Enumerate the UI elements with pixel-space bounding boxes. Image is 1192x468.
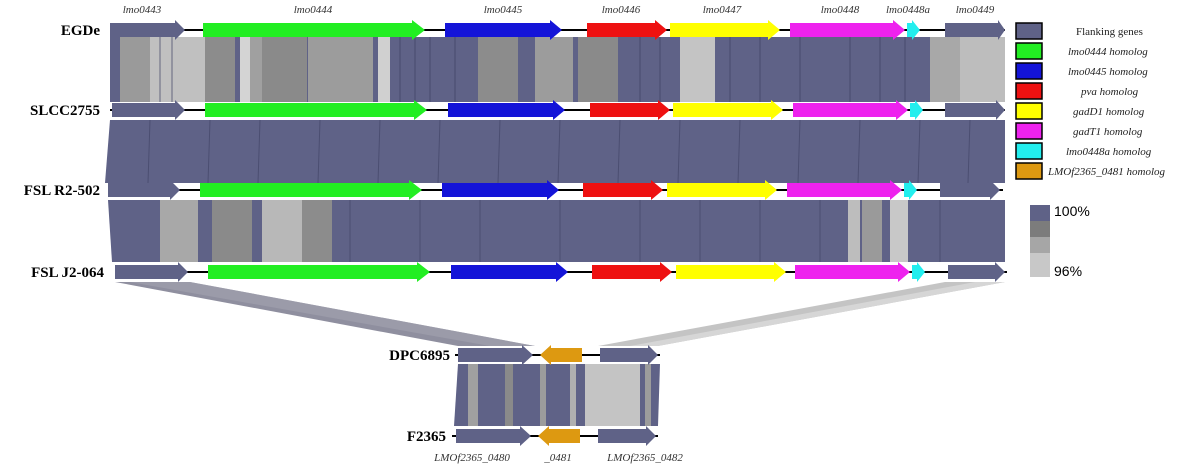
legend-swatch-pva xyxy=(1015,82,1043,100)
gene-label: lmo0443 xyxy=(123,4,162,16)
scale-step xyxy=(1030,221,1050,237)
genome-label-f2365: F2365 xyxy=(407,429,446,445)
legend-label: pva homolog xyxy=(1080,86,1139,98)
legend-label: gadT1 homolog xyxy=(1073,126,1143,138)
scale-min-label: 96% xyxy=(1054,263,1082,279)
genome-track-f2365 xyxy=(452,426,658,446)
similarity-band-fslj2064-dpc6895 xyxy=(115,282,1005,346)
legend: Flanking genes lmo0444 homolog lmo0445 h… xyxy=(1015,22,1166,180)
identity-scale: 100% 96% xyxy=(1030,203,1090,279)
scale-step xyxy=(1030,253,1050,277)
similarity-band-fslr2502-fslj2064 xyxy=(108,200,1005,262)
similarity-band-slcc2755-fslr2502 xyxy=(105,119,1005,184)
gene-label: lmo0444 xyxy=(294,4,333,16)
gene-label: lmo0446 xyxy=(602,4,641,16)
gene-lmo0443 xyxy=(110,20,185,40)
gene-label: lmo0445 xyxy=(484,4,523,16)
gene-lmo0448 xyxy=(790,20,905,40)
scale-step xyxy=(1030,237,1050,253)
legend-swatch-gadt1 xyxy=(1015,122,1043,140)
genome-track-egde xyxy=(110,20,1005,40)
gene-label: _0481 xyxy=(543,452,572,464)
gene-label: LMOf2365_0480 xyxy=(433,452,510,464)
gene-lmo0449 xyxy=(945,20,1005,40)
genome-track-dpc6895 xyxy=(455,345,660,365)
gene-lmo0448a xyxy=(907,20,920,40)
legend-swatch-lmo0448a xyxy=(1015,142,1043,160)
legend-swatch-lmo0445 xyxy=(1015,62,1043,80)
similarity-band-egde-slcc2755 xyxy=(110,37,1005,102)
gene-label: lmo0447 xyxy=(703,4,742,16)
gene-label: lmo0448a xyxy=(886,4,931,16)
legend-swatch-flanking xyxy=(1015,22,1043,40)
scale-step xyxy=(1030,205,1050,221)
genome-track-fslr2502 xyxy=(108,180,1003,200)
genome-label-slcc2755: SLCC2755 xyxy=(30,103,100,119)
gene-lmo0445 xyxy=(445,20,562,40)
genome-track-fslj2064 xyxy=(115,262,1007,282)
genome-label-dpc6895: DPC6895 xyxy=(389,348,450,364)
similarity-band-dpc6895-f2365 xyxy=(454,364,660,426)
gene-lmo0444 xyxy=(203,20,425,40)
legend-label: lmo0445 homolog xyxy=(1068,66,1148,78)
legend-label: Flanking genes xyxy=(1076,26,1143,38)
gene-lmo0447 xyxy=(670,20,780,40)
legend-label: lmo0448a homolog xyxy=(1066,146,1152,158)
scale-max-label: 100% xyxy=(1054,203,1090,219)
gene-label: lmo0448 xyxy=(821,4,860,16)
legend-swatch-lmof2365-0481 xyxy=(1015,162,1043,180)
legend-label: LMOf2365_0481 homolog xyxy=(1047,166,1166,178)
genome-label-egde: EGDe xyxy=(61,23,101,39)
legend-label: lmo0444 homolog xyxy=(1068,46,1148,58)
legend-swatch-lmo0444 xyxy=(1015,42,1043,60)
gene-label: lmo0449 xyxy=(956,4,995,16)
legend-swatch-gadd1 xyxy=(1015,102,1043,120)
gene-lmo0446 xyxy=(587,20,667,40)
genome-label-fslr2502: FSL R2-502 xyxy=(24,183,100,199)
legend-label: gadD1 homolog xyxy=(1073,106,1145,118)
gene-label: LMOf2365_0482 xyxy=(606,452,683,464)
genome-label-fslj2064: FSL J2-064 xyxy=(31,265,104,281)
genome-track-slcc2755 xyxy=(110,100,1005,120)
